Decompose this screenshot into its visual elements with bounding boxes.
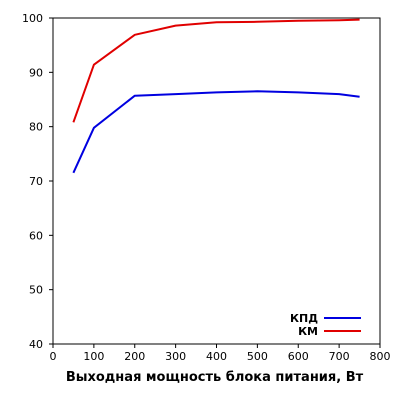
x-tick-label: 500	[247, 350, 268, 363]
x-axis-ticks: 0 100 200 300 400 500 600 700 800	[50, 344, 391, 363]
plot-area-frame	[52, 17, 381, 345]
x-tick-label: 400	[206, 350, 227, 363]
x-tick-label: 200	[124, 350, 145, 363]
y-tick-label: 100	[22, 12, 43, 25]
x-tick-label: 100	[83, 350, 104, 363]
y-tick-label: 90	[29, 66, 43, 79]
x-tick-label: 0	[50, 350, 57, 363]
legend-label-1: КПД	[290, 312, 318, 325]
series-line-1	[72, 90, 360, 174]
y-tick-label: 70	[29, 175, 43, 188]
series-line-2	[72, 18, 360, 123]
x-tick-label: 300	[165, 350, 186, 363]
y-tick-label: 40	[29, 338, 43, 351]
x-tick-label: 800	[370, 350, 391, 363]
y-tick-label: 50	[29, 284, 43, 297]
y-axis-ticks: 40 50 60 70 80 90 100	[22, 12, 53, 351]
legend-label-2: КМ	[298, 325, 318, 338]
x-tick-label: 700	[329, 350, 350, 363]
y-tick-label: 80	[29, 121, 43, 134]
x-axis-title: Выходная мощность блока питания, Вт	[66, 370, 364, 385]
x-tick-label: 600	[288, 350, 309, 363]
series-lines	[72, 18, 360, 174]
y-tick-label: 60	[29, 229, 43, 242]
